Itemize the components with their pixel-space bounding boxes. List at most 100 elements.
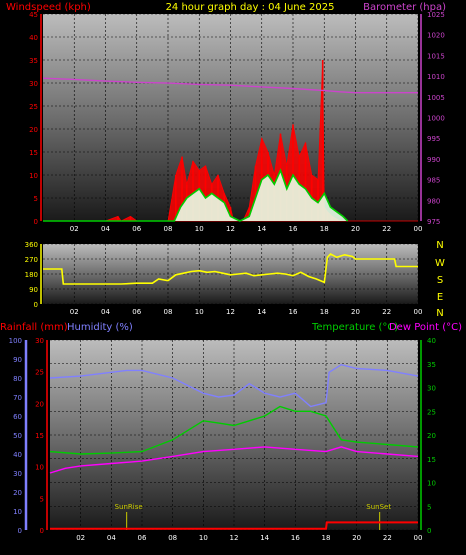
wind-y-tick: 0 <box>34 218 38 226</box>
direction-x-tick: 02 <box>70 308 79 316</box>
wind-y-tick: 15 <box>29 149 38 157</box>
temp-x-tick: 04 <box>107 534 116 542</box>
wind-y-tick: 10 <box>29 172 38 180</box>
compass-n-top: N <box>436 240 443 251</box>
direction-y-tick: 360 <box>25 241 38 249</box>
direction-y-tick: 180 <box>25 271 38 279</box>
direction-y-tick: 0 <box>34 301 38 309</box>
direction-x-tick: 14 <box>257 308 266 316</box>
temp-x-tick: 18 <box>322 534 331 542</box>
humidity-y-tick: 40 <box>13 451 22 459</box>
wind-y-tick: 20 <box>29 126 38 134</box>
wind-x-tick: 18 <box>320 225 329 233</box>
temp-y-tick: 30 <box>427 385 436 393</box>
direction-series <box>43 253 418 285</box>
barometer-y-tick: 1000 <box>427 115 445 123</box>
barometer-y-tick: 995 <box>427 135 440 143</box>
rainfall-y-tick: 5 <box>40 495 44 503</box>
wind-barometer-panel: 02 04 06 08 10 12 14 16 18 20 22 000510152025303540… <box>29 11 445 233</box>
compass-s: S <box>437 275 443 286</box>
wind-x-tick: 08 <box>164 225 173 233</box>
temp-y-tick: 20 <box>427 432 436 440</box>
direction-x-tick: 16 <box>289 308 298 316</box>
temp-y-tick: 0 <box>427 527 431 535</box>
wind-avg-series <box>43 168 349 222</box>
barometer-y-tick: 990 <box>427 156 440 164</box>
temp-x-tick: 08 <box>168 534 177 542</box>
direction-x-tick: 10 <box>195 308 204 316</box>
barometer-y-tick: 985 <box>427 177 440 185</box>
temperature-series <box>49 405 419 455</box>
compass-e: E <box>437 292 443 303</box>
rainfall-y-tick: 0 <box>40 527 44 535</box>
wind-x-tick: 10 <box>195 225 204 233</box>
dewpoint-axis-title: Dew Point (°C) <box>389 322 462 333</box>
humidity-y-tick: 0 <box>18 527 22 535</box>
temp-x-tick: 16 <box>291 534 300 542</box>
rainfall-y-tick: 30 <box>35 337 44 345</box>
temp-humidity-panel: 02 04 06 08 10 12 14 16 18 20 22 000102030405060708… <box>9 337 436 542</box>
rainfall-y-tick: 25 <box>35 369 44 377</box>
temp-y-tick: 5 <box>427 503 431 511</box>
temp-y-tick: 35 <box>427 361 436 369</box>
wind-y-tick: 25 <box>29 103 38 111</box>
compass-w: W <box>435 258 445 269</box>
wind-x-tick: 04 <box>101 225 110 233</box>
temp-x-tick: 06 <box>138 534 147 542</box>
humidity-y-tick: 50 <box>13 432 22 440</box>
temp-y-tick: 25 <box>427 408 436 416</box>
humidity-series <box>49 363 419 408</box>
direction-x-tick: 06 <box>132 308 141 316</box>
temp-y-tick: 10 <box>427 480 436 488</box>
windspeed-axis-title: Windspeed (kph) <box>6 2 91 13</box>
barometer-y-tick: 980 <box>427 197 440 205</box>
wind-avg-fill <box>43 170 348 221</box>
wind-x-tick: 20 <box>351 225 360 233</box>
temp-x-tick: 22 <box>383 534 392 542</box>
humidity-axis-title: Humidity (%) <box>67 322 133 333</box>
humidity-y-tick: 70 <box>13 394 22 402</box>
temp-x-tick: 00 <box>414 534 423 542</box>
wind-x-tick: 06 <box>132 225 141 233</box>
temp-y-tick: 15 <box>427 456 436 464</box>
wind-x-tick: 12 <box>226 225 235 233</box>
rainfall-axis-title: Rainfall (mm) <box>0 322 68 333</box>
wind-x-tick: 14 <box>257 225 266 233</box>
wind-x-tick: 00 <box>414 225 423 233</box>
humidity-y-tick: 80 <box>13 375 22 383</box>
compass-n-bottom: N <box>436 308 443 319</box>
temp-y-tick: 40 <box>427 337 436 345</box>
temp-x-tick: 14 <box>260 534 269 542</box>
temp-x-tick: 10 <box>199 534 208 542</box>
humidity-y-tick: 100 <box>9 337 22 345</box>
barometer-y-tick: 1025 <box>427 11 445 19</box>
barometer-y-tick: 1020 <box>427 32 445 40</box>
direction-x-tick: 00 <box>414 308 423 316</box>
wind-x-tick: 22 <box>382 225 391 233</box>
humidity-y-tick: 30 <box>13 470 22 478</box>
direction-x-tick: 12 <box>226 308 235 316</box>
barometer-y-tick: 1010 <box>427 73 445 81</box>
wind-y-tick: 30 <box>29 80 38 88</box>
temp-x-tick: 12 <box>230 534 239 542</box>
sunrise-label: SunRise <box>115 503 143 511</box>
temp-x-tick: 20 <box>352 534 361 542</box>
wind-x-tick: 02 <box>70 225 79 233</box>
barometer-y-tick: 975 <box>427 218 440 226</box>
direction-x-tick: 18 <box>320 308 329 316</box>
temperature-axis-title: Temperature (°C) <box>311 322 398 333</box>
rainfall-y-tick: 20 <box>35 400 44 408</box>
rainfall-series <box>50 521 418 530</box>
humidity-y-tick: 90 <box>13 356 22 364</box>
graph-title: 24 hour graph day : 04 June 2025 <box>166 2 335 13</box>
direction-x-tick: 04 <box>101 308 110 316</box>
wind-x-tick: 16 <box>289 225 298 233</box>
sunset-label: SunSet <box>366 503 391 511</box>
temp-x-tick: 02 <box>76 534 85 542</box>
direction-x-tick: 08 <box>164 308 173 316</box>
humidity-y-tick: 60 <box>13 413 22 421</box>
wind-y-tick: 45 <box>29 11 38 19</box>
wind-plot-area <box>43 14 418 221</box>
